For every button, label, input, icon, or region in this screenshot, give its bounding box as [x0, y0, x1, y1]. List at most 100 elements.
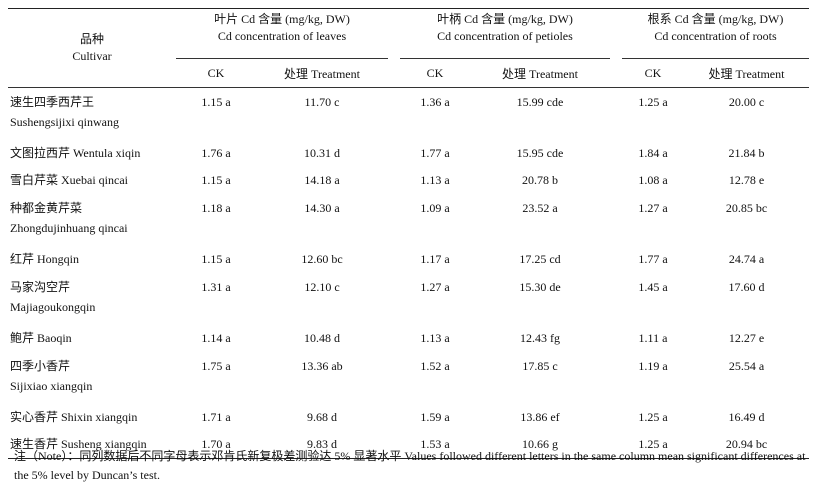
petiole-ck-cell: 1.52 a — [420, 359, 450, 373]
petiole-ck-cell: 1.13 a — [420, 331, 450, 345]
cultivar-cell: 马家沟空芹 Majiagoukongqin — [10, 280, 96, 314]
table-body: 速生四季西芹王 Sushengsijixi qinwang 1.15 a 11.7… — [8, 88, 809, 459]
table-row: 鲍芹 Baoqin 1.14 a 10.48 d 1.13 a 12.43 fg… — [8, 325, 809, 352]
leaf-treatment-cell: 9.83 d — [256, 431, 388, 459]
leaf-ck-cell: 1.31 a — [201, 280, 231, 294]
table-row: 雪白芹菜 Xuebai qincai 1.15 a 14.18 a 1.13 a… — [8, 167, 809, 194]
table-row: 速生香芹 Susheng xiangqin 1.70 a 9.83 d 1.53… — [8, 431, 809, 459]
root-ck-cell: 1.08 a — [638, 173, 668, 187]
cultivar-cell: 实心香芹 Shixin xiangqin — [10, 410, 138, 424]
table-note: 注（Note）：同列数据后不同字母表示邓肯氏新复极差测验达 5% 显著水平 Va… — [14, 449, 806, 482]
petioles-treatment-header: 处理 Treatment — [470, 58, 610, 88]
leaf-ck-cell: 1.15 a — [201, 173, 231, 187]
table-row: 文图拉西芹 Wentula xiqin 1.76 a 10.31 d 1.77 … — [8, 140, 809, 167]
root-ck-cell: 1.25 a — [638, 410, 668, 424]
leaf-treatment-cell: 12.10 c — [304, 280, 340, 294]
petiole-treatment-cell: 20.78 b — [522, 173, 558, 187]
root-treatment-cell: 24.74 a — [728, 252, 765, 266]
cultivar-cell: 速生香芹 Susheng xiangqin — [8, 431, 176, 459]
petiole-ck-cell: 1.36 a — [420, 95, 450, 109]
petiole-treatment-cell: 15.99 cde — [516, 95, 564, 109]
table-row: 实心香芹 Shixin xiangqin 1.71 a 9.68 d 1.59 … — [8, 404, 809, 431]
cultivar-cell: 种都金黄芹菜 Zhongdujinhuang qincai — [10, 201, 128, 235]
leaf-treatment-cell: 9.68 d — [307, 410, 337, 424]
petiole-ck-cell: 1.09 a — [420, 201, 450, 215]
cultivar-cell: 速生四季西芹王 Sushengsijixi qinwang — [10, 95, 120, 129]
root-treatment-cell: 21.84 b — [728, 146, 765, 160]
cultivar-header-cn: 品种 — [79, 32, 104, 46]
root-treatment-cell: 16.49 d — [728, 410, 765, 424]
leaf-ck-cell: 1.75 a — [201, 359, 231, 373]
petiole-treatment-cell: 15.30 de — [519, 280, 561, 294]
leaves-ck-header: CK — [176, 58, 256, 88]
leaf-treatment-cell: 13.36 ab — [301, 359, 343, 373]
roots-group-header: 根系 Cd 含量 (mg/kg, DW) Cd concentration of… — [622, 8, 809, 59]
leaf-treatment-cell: 12.60 bc — [301, 252, 343, 266]
root-ck-cell: 1.84 a — [638, 146, 668, 160]
root-ck-cell: 1.11 a — [638, 331, 668, 345]
cultivar-header-en: Cultivar — [72, 49, 112, 63]
cd-concentration-table: 品种 Cultivar 叶片 Cd 含量 (mg/kg, DW) Cd conc… — [8, 8, 809, 459]
leaf-ck-cell: 1.70 a — [176, 431, 256, 459]
root-treatment-cell: 20.94 bc — [684, 431, 809, 459]
root-treatment-cell: 25.54 a — [728, 359, 765, 373]
petiole-treatment-cell: 17.85 c — [522, 359, 558, 373]
root-treatment-cell: 12.78 e — [728, 173, 765, 187]
root-treatment-cell: 12.27 e — [728, 331, 765, 345]
cultivar-cell: 鲍芹 Baoqin — [10, 331, 72, 345]
petiole-treatment-cell: 17.25 cd — [519, 252, 561, 266]
leaf-treatment-cell: 11.70 c — [304, 95, 340, 109]
root-treatment-cell: 20.00 c — [728, 95, 765, 109]
root-ck-cell: 1.77 a — [638, 252, 668, 266]
petiole-ck-cell: 1.27 a — [420, 280, 450, 294]
table-row: 马家沟空芹 Majiagoukongqin 1.31 a 12.10 c 1.27… — [8, 273, 809, 325]
leaf-treatment-cell: 14.18 a — [304, 173, 340, 187]
leaf-ck-cell: 1.18 a — [201, 201, 231, 215]
leaf-ck-cell: 1.76 a — [201, 146, 231, 160]
cultivar-cell: 四季小香芹 Sijixiao xiangqin — [10, 359, 93, 393]
leaves-treatment-header: 处理 Treatment — [256, 58, 388, 88]
leaves-header-cn: 叶片 Cd 含量 (mg/kg, DW) — [214, 12, 350, 26]
root-ck-cell: 1.25 a — [638, 95, 668, 109]
table-row: 种都金黄芹菜 Zhongdujinhuang qincai 1.18 a 14.3… — [8, 194, 809, 246]
root-ck-cell: 1.25 a — [622, 431, 684, 459]
roots-header-en: Cd concentration of roots — [654, 29, 777, 43]
petiole-treatment-cell: 12.43 fg — [520, 331, 560, 345]
petiole-treatment-cell: 23.52 a — [522, 201, 558, 215]
petiole-treatment-cell: 13.86 ef — [520, 410, 560, 424]
roots-treatment-header: 处理 Treatment — [684, 58, 809, 88]
petioles-group-header: 叶柄 Cd 含量 (mg/kg, DW) Cd concentration of… — [400, 8, 610, 59]
petiole-ck-cell: 1.59 a — [420, 410, 450, 424]
root-ck-cell: 1.27 a — [638, 201, 668, 215]
leaf-treatment-cell: 14.30 a — [304, 201, 340, 215]
leaf-treatment-cell: 10.31 d — [304, 146, 340, 160]
table-row: 速生四季西芹王 Sushengsijixi qinwang 1.15 a 11.7… — [8, 88, 809, 141]
roots-header-cn: 根系 Cd 含量 (mg/kg, DW) — [647, 12, 784, 26]
petioles-header-cn: 叶柄 Cd 含量 (mg/kg, DW) — [437, 12, 573, 26]
petiole-ck-cell: 1.13 a — [420, 173, 450, 187]
cultivar-header: 品种 Cultivar — [8, 8, 176, 88]
cultivar-cell: 红芹 Hongqin — [10, 252, 80, 266]
petiole-ck-cell: 1.53 a — [400, 431, 470, 459]
cultivar-cell: 雪白芹菜 Xuebai qincai — [10, 173, 128, 187]
leaves-group-header: 叶片 Cd 含量 (mg/kg, DW) Cd concentration of… — [176, 8, 388, 59]
petiole-ck-cell: 1.77 a — [420, 146, 450, 160]
petiole-treatment-cell: 10.66 g — [470, 431, 610, 459]
leaf-ck-cell: 1.14 a — [201, 331, 231, 345]
petiole-treatment-cell: 15.95 cde — [516, 146, 564, 160]
leaf-ck-cell: 1.15 a — [201, 252, 231, 266]
root-treatment-cell: 17.60 d — [728, 280, 765, 294]
petioles-ck-header: CK — [400, 58, 470, 88]
leaf-ck-cell: 1.15 a — [201, 95, 231, 109]
table-row: 四季小香芹 Sijixiao xiangqin 1.75 a 13.36 ab 1… — [8, 352, 809, 404]
leaf-treatment-cell: 10.48 d — [304, 331, 340, 345]
root-treatment-cell: 20.85 bc — [725, 201, 768, 215]
table-row: 红芹 Hongqin 1.15 a 12.60 bc 1.17 a 17.25 … — [8, 246, 809, 273]
petioles-header-en: Cd concentration of petioles — [437, 29, 573, 43]
roots-ck-header: CK — [622, 58, 684, 88]
leaves-header-en: Cd concentration of leaves — [217, 29, 347, 43]
cultivar-cell: 文图拉西芹 Wentula xiqin — [10, 146, 141, 160]
root-ck-cell: 1.19 a — [638, 359, 668, 373]
petiole-ck-cell: 1.17 a — [420, 252, 450, 266]
